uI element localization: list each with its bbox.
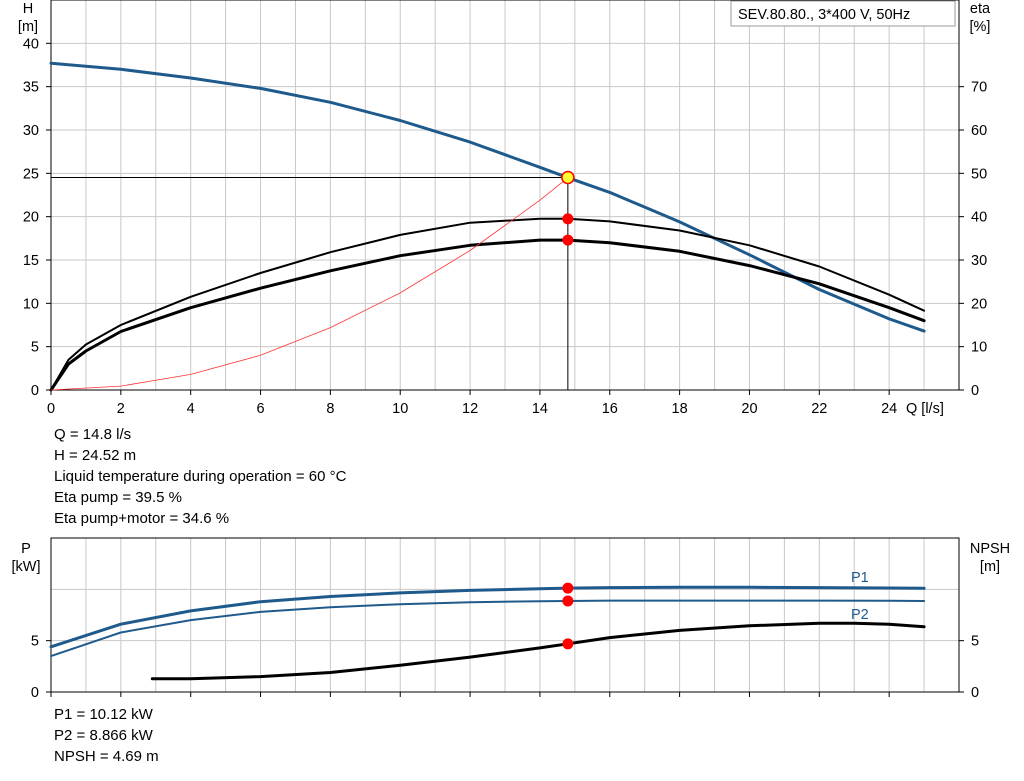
y-axis-label-power: P [kW] bbox=[12, 541, 41, 575]
y-tick-label-right: 20 bbox=[971, 296, 987, 312]
x-tick-label: 2 bbox=[117, 401, 125, 417]
x-tick-label: 16 bbox=[602, 401, 618, 417]
lower-ticks: 0 5 0 5 bbox=[31, 634, 979, 701]
operating-point bbox=[561, 170, 575, 185]
y-tick-label-right: 60 bbox=[971, 123, 987, 139]
series-eta-pump-motor bbox=[49, 238, 926, 392]
lower-series bbox=[49, 585, 926, 681]
y-axis-label-eta: eta [%] bbox=[970, 1, 991, 35]
y-tick-label-left: 5 bbox=[31, 340, 39, 356]
x-tick-label: 8 bbox=[326, 401, 334, 417]
y-tick-label-right: 40 bbox=[971, 210, 987, 226]
readout-head: H = 24.52 m bbox=[54, 447, 137, 464]
y-tick-label-right: 0 bbox=[971, 383, 979, 399]
y-tick-label-left: 0 bbox=[31, 383, 39, 399]
upper-grid bbox=[51, 0, 959, 390]
x-tick-label: 4 bbox=[187, 401, 195, 417]
y-tick-label-right: 50 bbox=[971, 166, 987, 182]
legend-box: SEV.80.80., 3*400 V, 50Hz bbox=[730, 0, 956, 27]
eta-pump-motor-point bbox=[562, 234, 574, 246]
series-label-p1: P1 bbox=[851, 570, 869, 586]
y-tick-label-left: 20 bbox=[23, 210, 39, 226]
x-tick-label: 24 bbox=[881, 401, 897, 417]
readout-eta-pump: Eta pump = 39.5 % bbox=[54, 489, 182, 506]
x-tick-label: 22 bbox=[811, 401, 827, 417]
y-tick-label-left: 0 bbox=[31, 685, 39, 701]
y-tick-label-left: 25 bbox=[23, 166, 39, 182]
lower-marks bbox=[562, 582, 574, 650]
y-tick-label-left: 40 bbox=[23, 36, 39, 52]
readout-flow: Q = 14.8 l/s bbox=[54, 426, 132, 443]
upper-series bbox=[49, 61, 926, 392]
y-tick-label-right: 30 bbox=[971, 253, 987, 269]
series-eta-pump bbox=[50, 217, 926, 391]
y-tick-label-left: 30 bbox=[23, 123, 39, 139]
x-tick-label: 10 bbox=[392, 401, 408, 417]
y-tick-label-right: 10 bbox=[971, 340, 987, 356]
y-tick-label-right: 70 bbox=[971, 80, 987, 96]
series-system-curve bbox=[50, 177, 569, 391]
readout-p2: P2 = 8.866 kW bbox=[54, 727, 153, 744]
y-axis-label-npsh: NPSH [m] bbox=[970, 541, 1010, 575]
y-axis-label-head: H [m] bbox=[18, 1, 38, 35]
eta-pump-point bbox=[562, 213, 574, 225]
npsh-point bbox=[562, 638, 574, 650]
lower-grid bbox=[51, 538, 959, 692]
series-P1 bbox=[49, 585, 926, 649]
p1-point bbox=[562, 582, 574, 594]
readout-p1: P1 = 10.12 kW bbox=[54, 706, 153, 723]
upper-ticks: 0 2 4 6 8 10 12 14 16 18 20 22 240510152025303540010… bbox=[23, 36, 987, 417]
series-NPSH bbox=[150, 621, 926, 681]
x-tick-label: 20 bbox=[741, 401, 757, 417]
upper-plot-frame bbox=[50, 0, 960, 391]
upper-chart: 0 2 4 6 8 10 12 14 16 18 20 22 240510152025303540010… bbox=[18, 0, 991, 417]
x-axis-label: Q [l/s] bbox=[906, 401, 944, 417]
series-head bbox=[49, 61, 926, 333]
x-tick-label: 14 bbox=[532, 401, 548, 417]
y-tick-label-left: 10 bbox=[23, 296, 39, 312]
y-tick-label-left: 15 bbox=[23, 253, 39, 269]
readout-liquid-temperature: Liquid temperature during operation = 60… bbox=[54, 468, 347, 485]
p2-point bbox=[562, 595, 574, 607]
readout-npsh: NPSH = 4.69 m bbox=[54, 748, 159, 765]
lower-plot-frame bbox=[50, 537, 960, 693]
y-tick-label-right: 5 bbox=[971, 634, 979, 650]
upper-readout: Q = 14.8 l/s H = 24.52 m Liquid temperat… bbox=[54, 424, 346, 529]
y-tick-label-left: 35 bbox=[23, 80, 39, 96]
series-P2 bbox=[50, 599, 926, 658]
x-tick-label: 0 bbox=[47, 401, 55, 417]
x-tick-label: 18 bbox=[672, 401, 688, 417]
x-tick-label: 6 bbox=[256, 401, 264, 417]
y-tick-label-left: 5 bbox=[31, 634, 39, 650]
y-tick-label-right: 0 bbox=[971, 685, 979, 701]
upper-marks bbox=[51, 170, 575, 390]
x-tick-label: 12 bbox=[462, 401, 478, 417]
series-label-p2: P2 bbox=[851, 607, 869, 623]
lower-readout: P1 = 10.12 kW P2 = 8.866 kW NPSH = 4.69 … bbox=[54, 704, 159, 767]
readout-eta-pump-motor: Eta pump+motor = 34.6 % bbox=[54, 510, 230, 527]
lower-chart: 0 5 0 5 P [kW] NPSH [m] P1 P2 bbox=[12, 537, 1010, 701]
legend-box-text: SEV.80.80., 3*400 V, 50Hz bbox=[738, 7, 910, 23]
